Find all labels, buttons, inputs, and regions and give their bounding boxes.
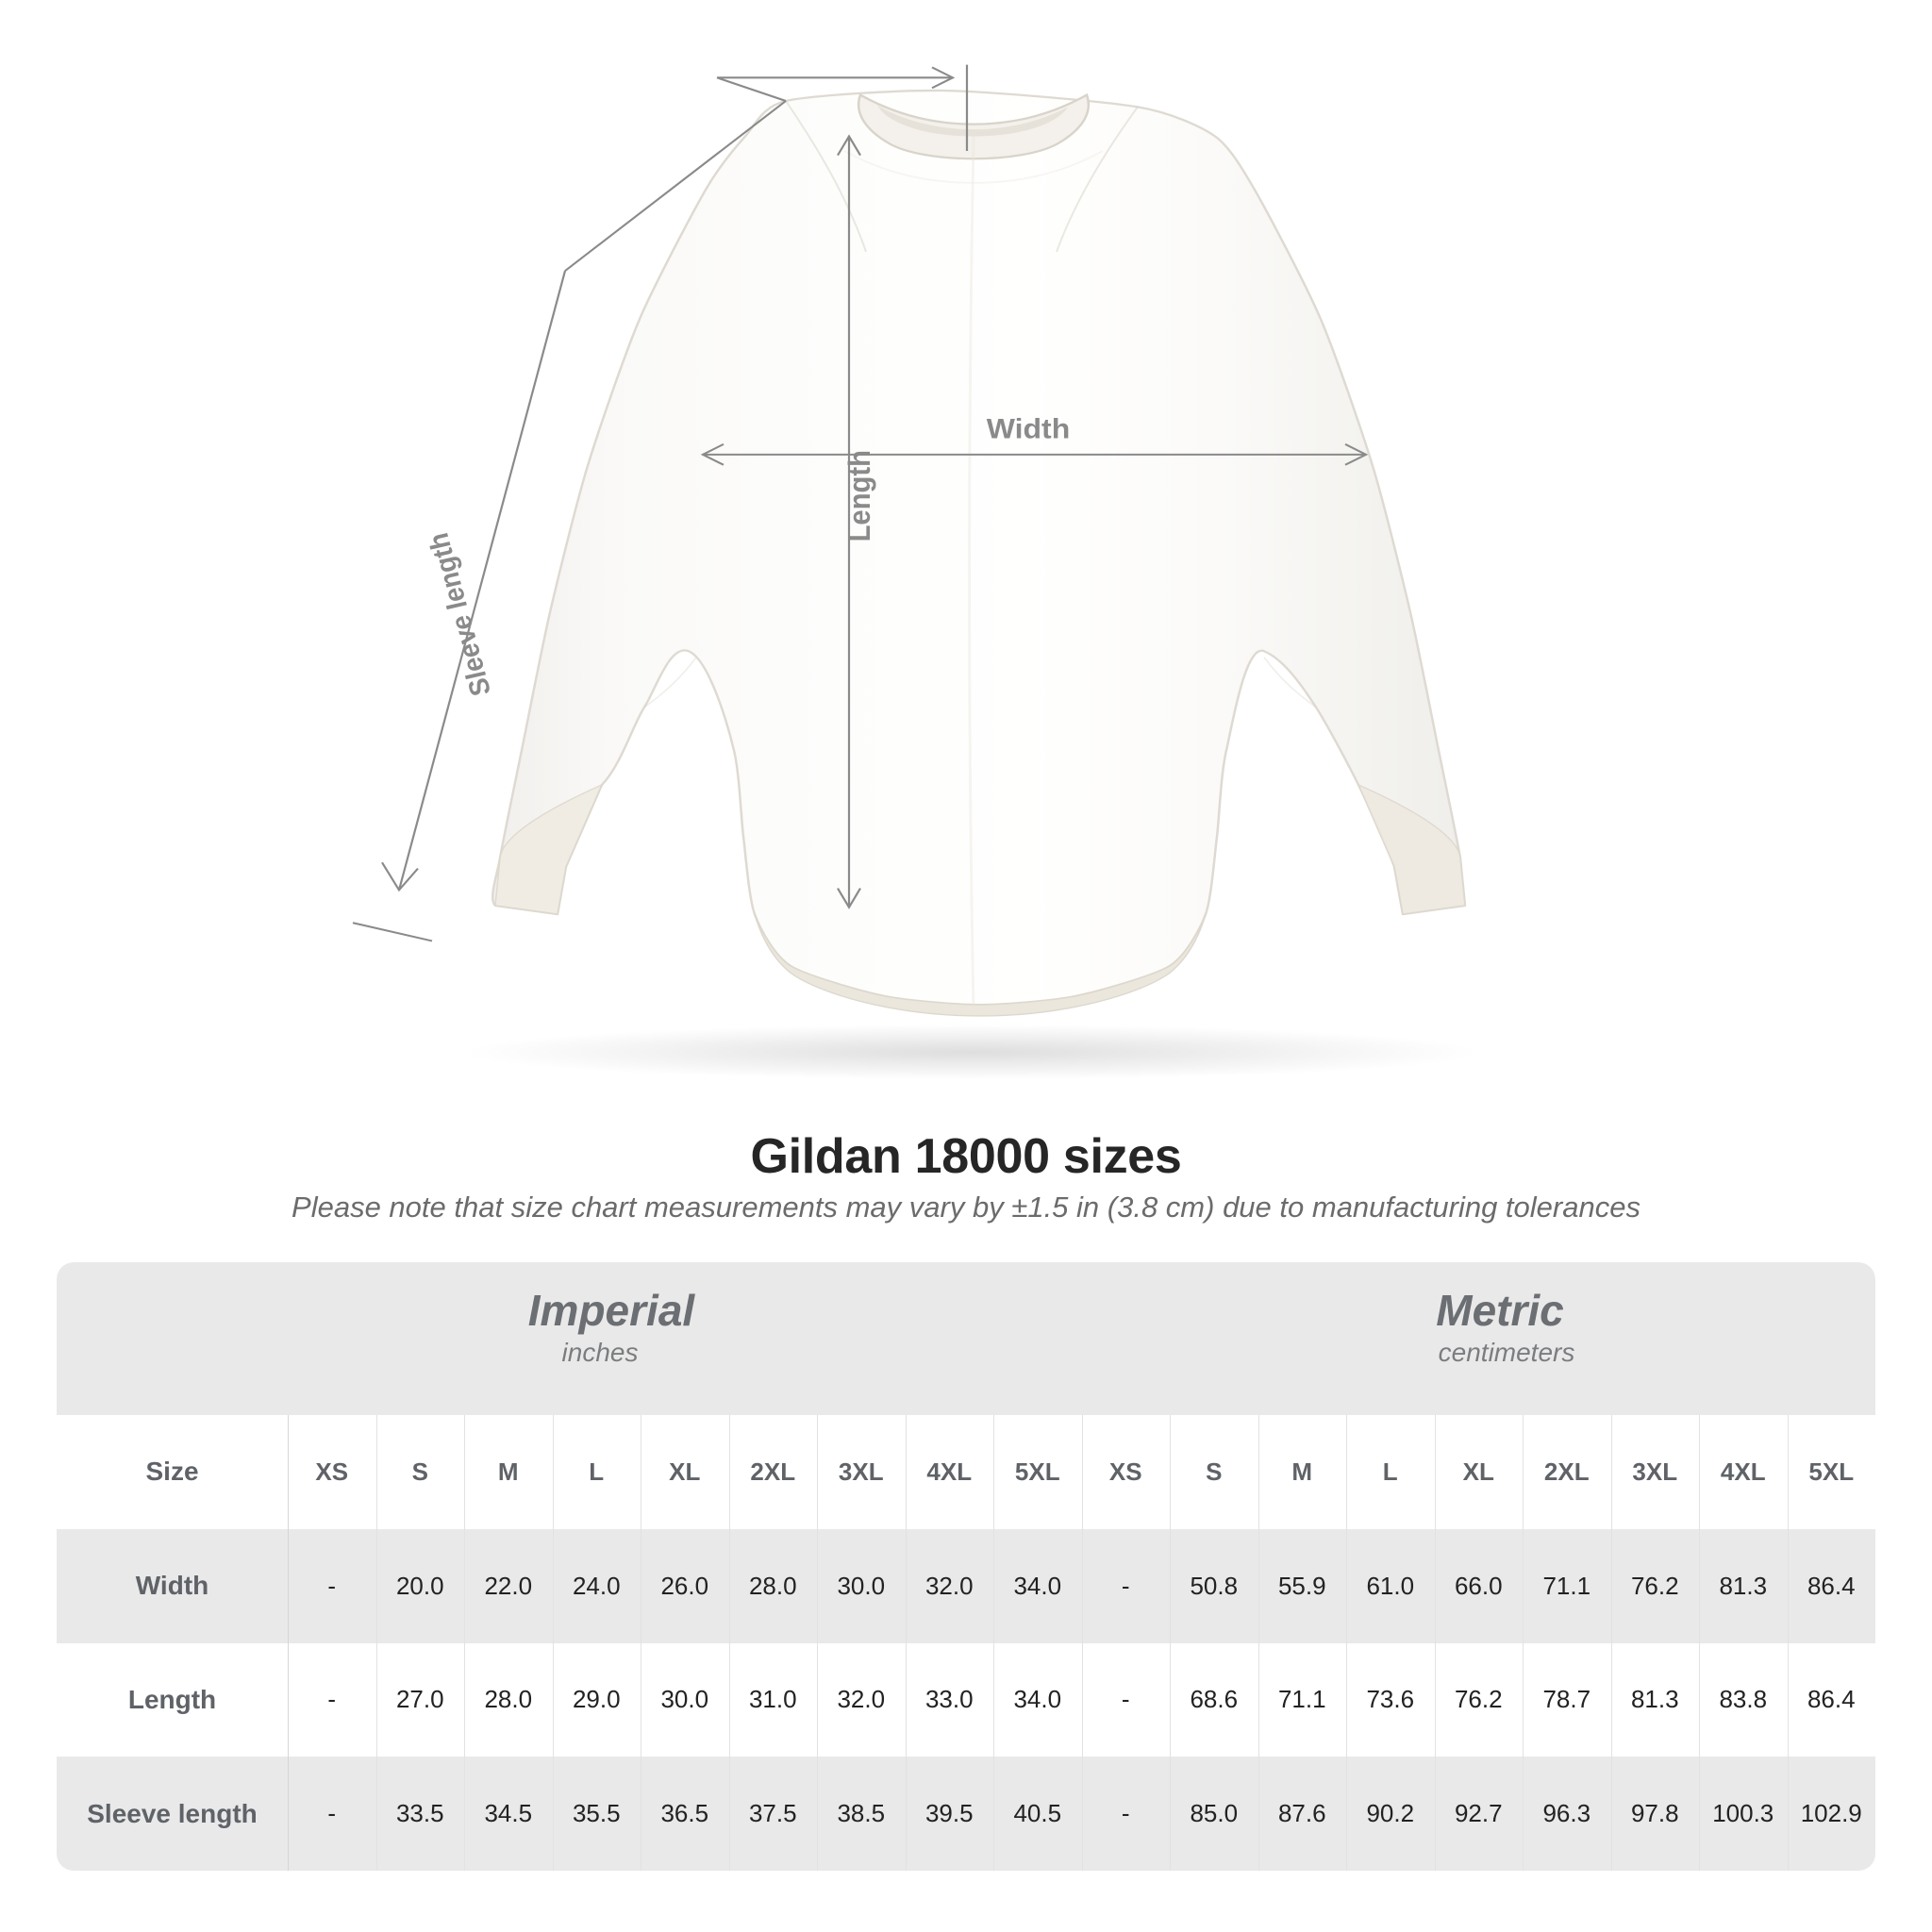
svg-text:Width: Width xyxy=(987,414,1071,444)
svg-text:Length: Length xyxy=(843,450,876,541)
svg-text:Sleeve length: Sleeve length xyxy=(423,530,497,699)
